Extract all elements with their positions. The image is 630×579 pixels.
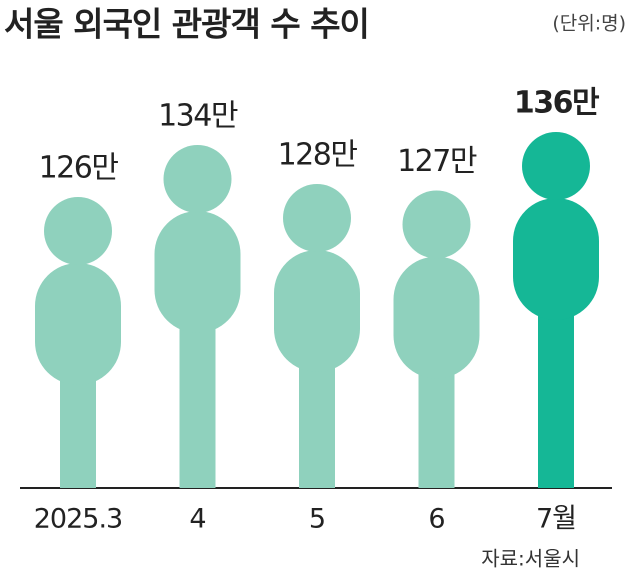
figure-body xyxy=(274,250,360,372)
value-label: 126만 xyxy=(39,151,119,186)
figure-leg xyxy=(538,302,574,488)
source: 자료:서울시 xyxy=(481,547,580,571)
person-figure xyxy=(154,145,241,488)
x-tick-label: 4 xyxy=(189,504,205,535)
value-label: 136만 xyxy=(514,86,600,121)
person-figure xyxy=(35,197,121,488)
value-label: 127만 xyxy=(397,144,477,179)
figure-head xyxy=(402,190,471,259)
figure-leg xyxy=(60,367,96,488)
figure-head xyxy=(283,184,351,252)
person-figure xyxy=(513,132,599,488)
figure-body xyxy=(513,198,599,320)
x-tick-label: 5 xyxy=(309,504,325,535)
value-label: 134만 xyxy=(158,99,238,134)
figure-head xyxy=(44,197,112,265)
figure-body xyxy=(35,263,121,385)
figure-head xyxy=(522,132,590,200)
figure-leg xyxy=(299,354,335,488)
chart-title: 서울 외국인 관광객 수 추이 xyxy=(4,5,369,44)
value-label: 128만 xyxy=(278,138,358,173)
figure-body xyxy=(393,256,480,379)
x-tick-label: 6 xyxy=(428,504,444,535)
figure-head xyxy=(163,145,232,213)
figure-leg xyxy=(179,315,216,488)
person-figure xyxy=(393,190,480,488)
x-tick-label: 2025.3 xyxy=(34,504,122,535)
figure-body xyxy=(154,211,241,333)
figure-leg xyxy=(418,360,455,488)
x-tick-label: 7월 xyxy=(536,504,576,535)
unit-note: (단위:명) xyxy=(552,13,626,35)
person-figure xyxy=(274,184,360,488)
